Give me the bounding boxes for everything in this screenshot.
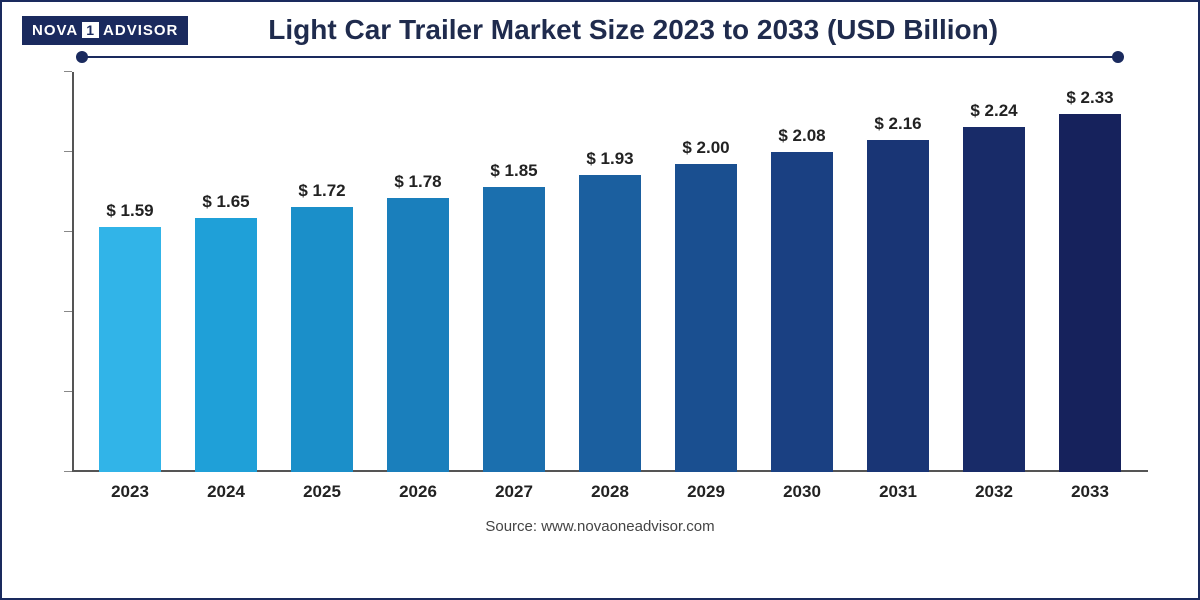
bar-slot: $ 2.00 bbox=[658, 72, 754, 472]
bar bbox=[579, 175, 641, 472]
y-tick bbox=[64, 311, 72, 312]
header-row: NOVA 1 ADVISOR Light Car Trailer Market … bbox=[22, 14, 1178, 46]
x-labels-group: 2023202420252026202720282029203020312032… bbox=[72, 472, 1148, 512]
bar-value-label: $ 1.93 bbox=[586, 149, 633, 169]
bar-slot: $ 2.08 bbox=[754, 72, 850, 472]
bar bbox=[867, 140, 929, 472]
divider-dot-right bbox=[1112, 51, 1124, 63]
brand-logo: NOVA 1 ADVISOR bbox=[22, 16, 188, 45]
bar-value-label: $ 2.16 bbox=[874, 114, 921, 134]
bar-slot: $ 1.93 bbox=[562, 72, 658, 472]
chart-title: Light Car Trailer Market Size 2023 to 20… bbox=[208, 14, 1178, 46]
x-axis-label: 2032 bbox=[946, 472, 1042, 512]
chart-frame: NOVA 1 ADVISOR Light Car Trailer Market … bbox=[0, 0, 1200, 600]
bar bbox=[483, 187, 545, 472]
x-axis-label: 2029 bbox=[658, 472, 754, 512]
bar-value-label: $ 1.59 bbox=[106, 201, 153, 221]
bar-slot: $ 2.33 bbox=[1042, 72, 1138, 472]
bar-value-label: $ 2.08 bbox=[778, 126, 825, 146]
divider-line bbox=[82, 56, 1118, 58]
x-axis-label: 2027 bbox=[466, 472, 562, 512]
bar bbox=[771, 152, 833, 472]
bar bbox=[291, 207, 353, 472]
x-axis-label: 2024 bbox=[178, 472, 274, 512]
logo-text-right: ADVISOR bbox=[103, 22, 178, 39]
bar-value-label: $ 1.72 bbox=[298, 181, 345, 201]
bar-value-label: $ 1.78 bbox=[394, 172, 441, 192]
x-axis-label: 2026 bbox=[370, 472, 466, 512]
bar-slot: $ 1.65 bbox=[178, 72, 274, 472]
y-tick bbox=[64, 151, 72, 152]
bar-value-label: $ 1.65 bbox=[202, 192, 249, 212]
y-tick bbox=[64, 231, 72, 232]
source-caption: Source: www.novaoneadvisor.com bbox=[22, 518, 1178, 535]
x-axis-label: 2031 bbox=[850, 472, 946, 512]
y-tick bbox=[64, 71, 72, 72]
bar-slot: $ 1.78 bbox=[370, 72, 466, 472]
x-axis-label: 2028 bbox=[562, 472, 658, 512]
bar-slot: $ 1.59 bbox=[82, 72, 178, 472]
x-axis-label: 2023 bbox=[82, 472, 178, 512]
bar-slot: $ 1.85 bbox=[466, 72, 562, 472]
bar-slot: $ 2.16 bbox=[850, 72, 946, 472]
x-axis-label: 2025 bbox=[274, 472, 370, 512]
bar-value-label: $ 2.00 bbox=[682, 138, 729, 158]
bar bbox=[195, 218, 257, 472]
bar bbox=[675, 164, 737, 472]
x-axis-label: 2030 bbox=[754, 472, 850, 512]
logo-text-mid: 1 bbox=[82, 22, 99, 38]
bar bbox=[99, 227, 161, 472]
bar-slot: $ 2.24 bbox=[946, 72, 1042, 472]
bar-slot: $ 1.72 bbox=[274, 72, 370, 472]
logo-text-left: NOVA bbox=[32, 22, 78, 39]
bar bbox=[963, 127, 1025, 472]
bar bbox=[387, 198, 449, 472]
bars-group: $ 1.59 $ 1.65 $ 1.72 $ 1.78 $ 1.85 $ 1.93 $ 2.… bbox=[72, 72, 1148, 472]
plot-area: $ 1.59 $ 1.65 $ 1.72 $ 1.78 $ 1.85 $ 1.93 $ 2.… bbox=[72, 72, 1148, 512]
bar-value-label: $ 1.85 bbox=[490, 161, 537, 181]
y-tick bbox=[64, 391, 72, 392]
y-tick bbox=[64, 471, 72, 472]
bar-value-label: $ 2.33 bbox=[1066, 88, 1113, 108]
title-divider bbox=[82, 50, 1118, 64]
x-axis-label: 2033 bbox=[1042, 472, 1138, 512]
bar-value-label: $ 2.24 bbox=[970, 101, 1017, 121]
bar bbox=[1059, 114, 1121, 472]
